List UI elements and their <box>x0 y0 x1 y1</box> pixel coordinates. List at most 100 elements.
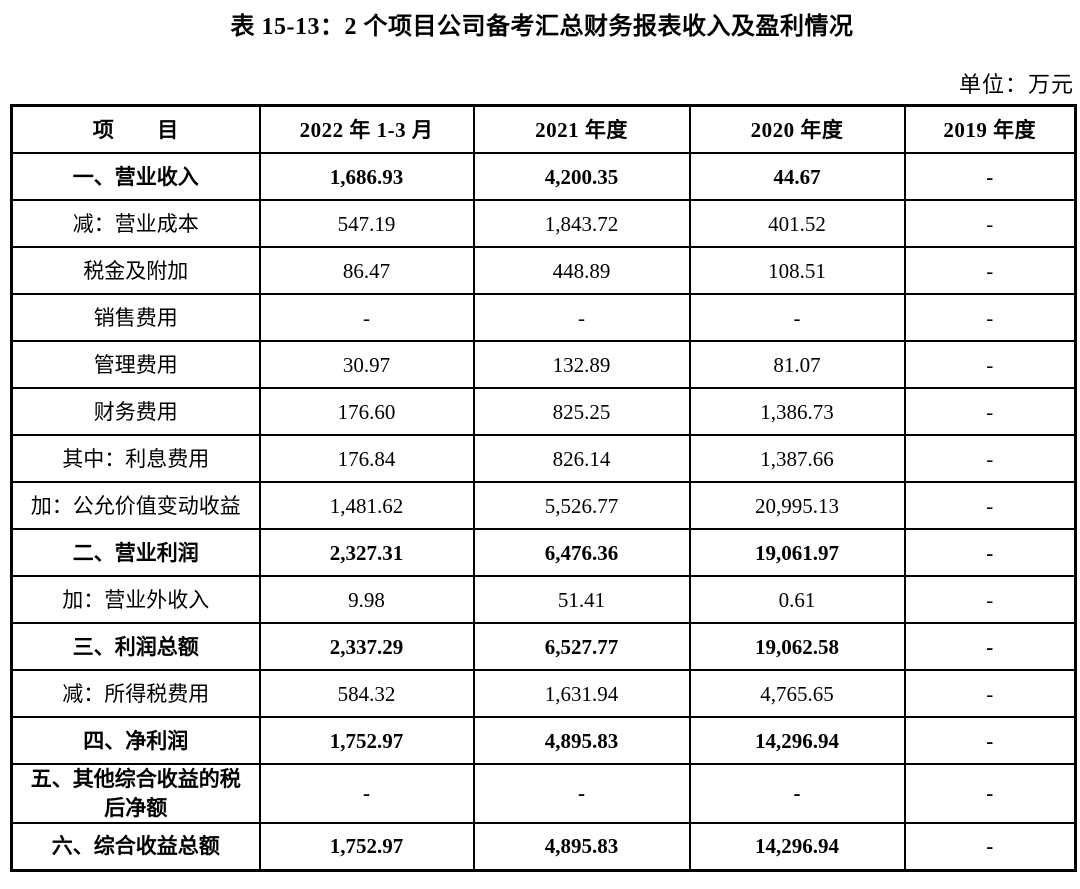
column-header-2019: 2019 年度 <box>903 104 1077 155</box>
value-cell: 20,995.13 <box>688 481 906 531</box>
row-label: 五、其他综合收益的税后净额 <box>10 763 261 824</box>
value-cell: 176.84 <box>258 434 475 484</box>
value-cell: 547.19 <box>258 199 475 249</box>
table-row: 管理费用 30.97 132.89 81.07 - <box>10 340 1077 390</box>
value-cell: 401.52 <box>688 199 906 249</box>
row-label: 三、利润总额 <box>10 622 261 672</box>
value-cell: 826.14 <box>472 434 691 484</box>
value-cell: 176.60 <box>258 387 475 437</box>
value-cell: - <box>903 434 1077 484</box>
row-label: 减：营业成本 <box>10 199 261 249</box>
value-cell: 1,752.97 <box>258 716 475 766</box>
value-cell: 448.89 <box>472 246 691 296</box>
row-label: 一、营业收入 <box>10 152 261 202</box>
row-label: 其中：利息费用 <box>10 434 261 484</box>
value-cell: - <box>903 387 1077 437</box>
value-cell: 2,327.31 <box>258 528 475 578</box>
table-row: 六、综合收益总额 1,752.97 4,895.83 14,296.94 - <box>10 821 1077 872</box>
value-cell: 4,895.83 <box>472 716 691 766</box>
value-cell: - <box>903 340 1077 390</box>
table-row: 销售费用 - - - - <box>10 293 1077 343</box>
table-row: 五、其他综合收益的税后净额 - - - - <box>10 763 1077 824</box>
value-cell: 81.07 <box>688 340 906 390</box>
value-cell: 1,631.94 <box>472 669 691 719</box>
value-cell: 6,476.36 <box>472 528 691 578</box>
value-cell: 0.61 <box>688 575 906 625</box>
value-cell: 30.97 <box>258 340 475 390</box>
value-cell: - <box>688 763 906 824</box>
value-cell: 1,481.62 <box>258 481 475 531</box>
value-cell: 1,386.73 <box>688 387 906 437</box>
financial-table: 项 目 2022 年 1-3 月 2021 年度 2020 年度 2019 年度… <box>10 104 1077 872</box>
table-row: 三、利润总额 2,337.29 6,527.77 19,062.58 - <box>10 622 1077 672</box>
column-header-2022-q1: 2022 年 1-3 月 <box>258 104 475 155</box>
value-cell: 108.51 <box>688 246 906 296</box>
value-cell: - <box>472 763 691 824</box>
table-row: 一、营业收入 1,686.93 4,200.35 44.67 - <box>10 152 1077 202</box>
value-cell: 825.25 <box>472 387 691 437</box>
value-cell: - <box>903 622 1077 672</box>
row-label: 税金及附加 <box>10 246 261 296</box>
header-row: 项 目 2022 年 1-3 月 2021 年度 2020 年度 2019 年度 <box>10 104 1077 155</box>
value-cell: 9.98 <box>258 575 475 625</box>
row-label: 六、综合收益总额 <box>10 821 261 872</box>
value-cell: 14,296.94 <box>688 821 906 872</box>
table-title: 表 15-13：2 个项目公司备考汇总财务报表收入及盈利情况 <box>230 14 854 40</box>
value-cell: - <box>903 763 1077 824</box>
row-label: 管理费用 <box>10 340 261 390</box>
column-header-2020: 2020 年度 <box>688 104 906 155</box>
value-cell: - <box>903 152 1077 202</box>
row-label: 减：所得税费用 <box>10 669 261 719</box>
table-row: 税金及附加 86.47 448.89 108.51 - <box>10 246 1077 296</box>
column-header-item: 项 目 <box>10 104 261 155</box>
value-cell: 19,062.58 <box>688 622 906 672</box>
row-label: 加：公允价值变动收益 <box>10 481 261 531</box>
row-label: 二、营业利润 <box>10 528 261 578</box>
value-cell: 44.67 <box>688 152 906 202</box>
value-cell: 5,526.77 <box>472 481 691 531</box>
value-cell: 19,061.97 <box>688 528 906 578</box>
table-row: 四、净利润 1,752.97 4,895.83 14,296.94 - <box>10 716 1077 766</box>
value-cell: - <box>903 199 1077 249</box>
table-row: 其中：利息费用 176.84 826.14 1,387.66 - <box>10 434 1077 484</box>
value-cell: 4,765.65 <box>688 669 906 719</box>
row-label: 加：营业外收入 <box>10 575 261 625</box>
value-cell: 6,527.77 <box>472 622 691 672</box>
value-cell: 1,843.72 <box>472 199 691 249</box>
value-cell: 1,686.93 <box>258 152 475 202</box>
value-cell: - <box>688 293 906 343</box>
value-cell: 584.32 <box>258 669 475 719</box>
value-cell: - <box>903 716 1077 766</box>
table-row: 减：所得税费用 584.32 1,631.94 4,765.65 - <box>10 669 1077 719</box>
value-cell: 1,387.66 <box>688 434 906 484</box>
value-cell: - <box>903 821 1077 872</box>
row-label: 销售费用 <box>10 293 261 343</box>
value-cell: 1,752.97 <box>258 821 475 872</box>
table-row: 加：营业外收入 9.98 51.41 0.61 - <box>10 575 1077 625</box>
value-cell: - <box>258 763 475 824</box>
row-label: 财务费用 <box>10 387 261 437</box>
value-cell: 2,337.29 <box>258 622 475 672</box>
value-cell: 4,895.83 <box>472 821 691 872</box>
table-row: 二、营业利润 2,327.31 6,476.36 19,061.97 - <box>10 528 1077 578</box>
value-cell: - <box>903 575 1077 625</box>
value-cell: - <box>903 528 1077 578</box>
row-label: 四、净利润 <box>10 716 261 766</box>
value-cell: 86.47 <box>258 246 475 296</box>
value-cell: 14,296.94 <box>688 716 906 766</box>
table-row: 财务费用 176.60 825.25 1,386.73 - <box>10 387 1077 437</box>
value-cell: 4,200.35 <box>472 152 691 202</box>
column-header-2021: 2021 年度 <box>472 104 691 155</box>
table-row: 减：营业成本 547.19 1,843.72 401.52 - <box>10 199 1077 249</box>
value-cell: - <box>903 246 1077 296</box>
value-cell: - <box>903 293 1077 343</box>
value-cell: - <box>903 481 1077 531</box>
table-row: 加：公允价值变动收益 1,481.62 5,526.77 20,995.13 - <box>10 481 1077 531</box>
value-cell: 51.41 <box>472 575 691 625</box>
value-cell: 132.89 <box>472 340 691 390</box>
value-cell: - <box>258 293 475 343</box>
unit-label: 单位：万元 <box>958 72 1074 98</box>
value-cell: - <box>903 669 1077 719</box>
value-cell: - <box>472 293 691 343</box>
